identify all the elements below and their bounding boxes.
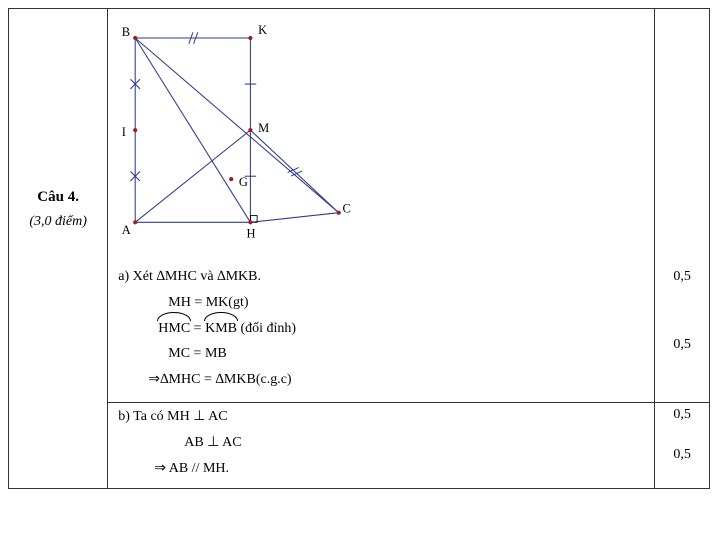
question-label: Câu 4. (3,0 điểm): [9, 9, 107, 230]
score-b1: 0,5: [655, 407, 709, 423]
svg-text:G: G: [239, 175, 248, 189]
svg-text:K: K: [258, 23, 267, 37]
answer-table: Câu 4. (3,0 điểm) A B K M H C I G a) Xét ∆MHC v…: [8, 8, 710, 489]
svg-text:A: A: [122, 223, 131, 237]
proof-b-line3: ⇒ AB // MH.: [118, 457, 644, 481]
score-cell-a: 0,5 0,5: [655, 9, 710, 403]
proof-a-line4: MC = MB: [118, 342, 644, 366]
svg-text:C: C: [343, 202, 351, 216]
score-cell-b: 0,5 0,5: [655, 402, 710, 488]
angle-kmb: KMB: [205, 317, 237, 341]
question-points: (3,0 điểm): [9, 214, 107, 230]
proof-a: a) Xét ∆MHC và ∆MKB. MH = MK(gt) HMC = K…: [108, 261, 654, 402]
proof-b-line1: b) Ta có MH ⊥ AC: [118, 405, 644, 429]
proof-a-line2: MH = MK(gt): [118, 291, 644, 315]
question-number: Câu 4.: [9, 189, 107, 206]
content-cell-a: A B K M H C I G a) Xét ∆MHC và ∆MKB. MH = MK(gt…: [108, 9, 655, 403]
geometry-diagram: A B K M H C I G: [108, 9, 654, 261]
score-b2: 0,5: [655, 447, 709, 463]
svg-text:M: M: [258, 121, 269, 135]
angle-note: (đối đỉnh): [237, 321, 296, 336]
svg-text:I: I: [122, 125, 126, 139]
proof-a-line5: ⇒∆MHC = ∆MKB(c.g.c): [118, 368, 644, 392]
score-a2: 0,5: [655, 337, 709, 353]
content-cell-b: b) Ta có MH ⊥ AC AB ⊥ AC ⇒ AB // MH.: [108, 402, 655, 488]
row-a: Câu 4. (3,0 điểm) A B K M H C I G a) Xét ∆MHC v…: [9, 9, 710, 403]
proof-a-line3: HMC = KMB (đối đỉnh): [118, 317, 644, 341]
proof-b: b) Ta có MH ⊥ AC AB ⊥ AC ⇒ AB // MH.: [108, 403, 654, 488]
row-b: b) Ta có MH ⊥ AC AB ⊥ AC ⇒ AB // MH. 0,5…: [9, 402, 710, 488]
diagram-svg: A B K M H C I G: [116, 17, 356, 250]
score-a1: 0,5: [655, 269, 709, 285]
svg-text:B: B: [122, 25, 130, 39]
angle-hmc: HMC: [158, 317, 190, 341]
proof-b-line2: AB ⊥ AC: [118, 431, 644, 455]
proof-a-line1: a) Xét ∆MHC và ∆MKB.: [118, 265, 644, 289]
question-label-cell: Câu 4. (3,0 điểm): [9, 9, 108, 489]
svg-text:H: H: [247, 227, 256, 241]
